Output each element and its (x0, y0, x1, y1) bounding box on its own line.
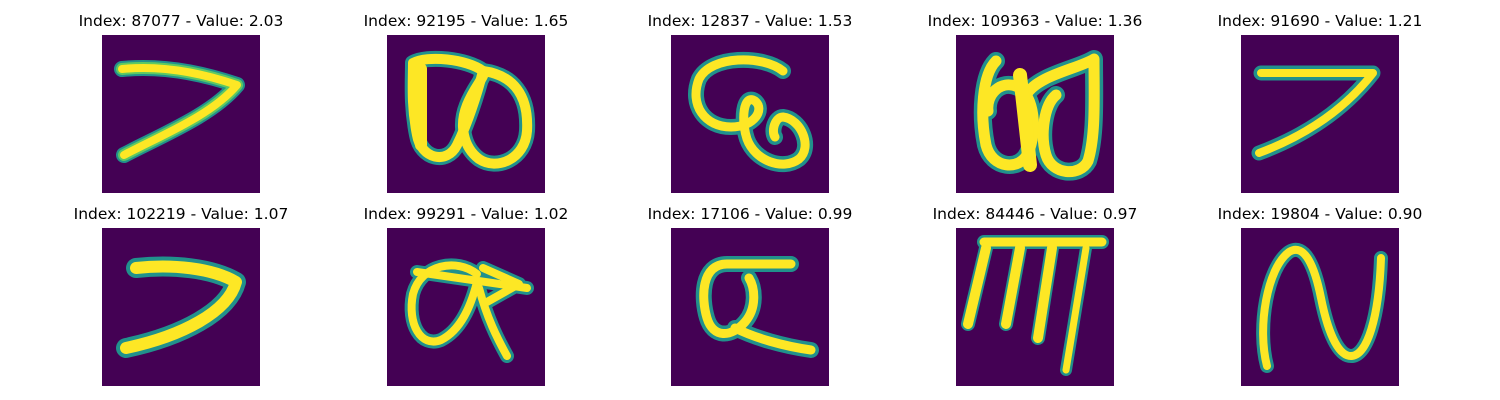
panel-title: Index: 91690 - Value: 1.21 (1217, 12, 1423, 30)
glyph-image (671, 228, 829, 386)
panel-8: Index: 17106 - Value: 0.99 (648, 205, 852, 386)
glyph-image (387, 35, 545, 193)
panel-title: Index: 84446 - Value: 0.97 (932, 205, 1138, 223)
glyph-image (671, 35, 829, 193)
panel-title: Index: 109363 - Value: 1.36 (927, 12, 1143, 30)
panel-5: Index: 91690 - Value: 1.21 (1218, 12, 1422, 193)
panel-title: Index: 17106 - Value: 0.99 (647, 205, 853, 223)
panel-title: Index: 12837 - Value: 1.53 (647, 12, 853, 30)
panel-4: Index: 109363 - Value: 1.36 (928, 12, 1142, 193)
panel-title: Index: 102219 - Value: 1.07 (73, 205, 289, 223)
glyph-image (956, 228, 1114, 386)
panel-title: Index: 92195 - Value: 1.65 (363, 12, 569, 30)
panel-6: Index: 102219 - Value: 1.07 (74, 205, 288, 386)
glyph-image (102, 35, 260, 193)
panel-1: Index: 87077 - Value: 2.03 (79, 12, 283, 193)
panel-2: Index: 92195 - Value: 1.65 (364, 12, 568, 193)
panel-3: Index: 12837 - Value: 1.53 (648, 12, 852, 193)
glyph-image (387, 228, 545, 386)
panel-9: Index: 84446 - Value: 0.97 (933, 205, 1137, 386)
panel-title: Index: 19804 - Value: 0.90 (1217, 205, 1423, 223)
glyph-image (102, 228, 260, 386)
panel-title: Index: 99291 - Value: 1.02 (363, 205, 569, 223)
panel-10: Index: 19804 - Value: 0.90 (1218, 205, 1422, 386)
glyph-image (956, 35, 1114, 193)
panel-title: Index: 87077 - Value: 2.03 (78, 12, 284, 30)
panel-7: Index: 99291 - Value: 1.02 (364, 205, 568, 386)
glyph-image (1241, 228, 1399, 386)
glyph-image (1241, 35, 1399, 193)
